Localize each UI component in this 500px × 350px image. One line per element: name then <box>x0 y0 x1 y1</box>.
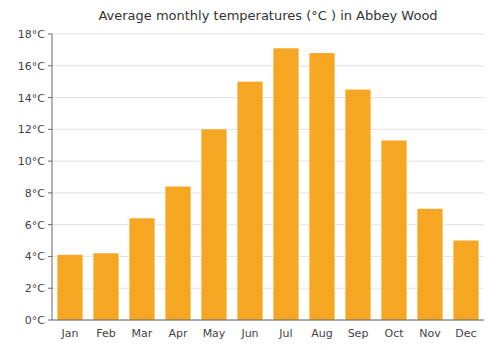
y-tick <box>48 256 52 257</box>
y-tick-label: 14°C <box>18 92 45 105</box>
x-tick-label: Mar <box>132 327 153 340</box>
x-tick-label: Nov <box>419 327 441 340</box>
x-axis-line <box>52 320 484 321</box>
x-tick-label: May <box>203 327 226 340</box>
chart-svg: Average monthly temperatures (°C ) in Ab… <box>0 0 500 350</box>
bar <box>57 255 82 320</box>
y-tick-label: 10°C <box>18 155 45 168</box>
x-tick-label: Oct <box>384 327 404 340</box>
bar <box>165 187 190 320</box>
y-tick <box>48 224 52 225</box>
y-tick <box>48 288 52 289</box>
x-tick-label: Feb <box>96 327 115 340</box>
x-tick-label: Sep <box>348 327 369 340</box>
y-axis-line <box>52 34 53 320</box>
grid <box>48 34 484 320</box>
bar <box>417 209 442 320</box>
y-tick-label: 6°C <box>25 219 45 232</box>
y-tick <box>48 320 52 321</box>
bar <box>237 82 262 320</box>
y-tick-label: 16°C <box>18 60 45 73</box>
x-tick-label: Jun <box>240 327 258 340</box>
x-tick-label: Apr <box>168 327 188 340</box>
x-tick-label: Aug <box>311 327 332 340</box>
y-tick-label: 2°C <box>25 282 45 295</box>
y-tick <box>48 97 52 98</box>
x-tick-label: Jan <box>61 327 79 340</box>
y-tick-label: 0°C <box>25 314 45 327</box>
bar <box>93 253 118 320</box>
title: Average monthly temperatures (°C ) in Ab… <box>98 8 437 23</box>
bar <box>453 241 478 320</box>
y-tick-label: 8°C <box>25 187 45 200</box>
x-tick-label: Dec <box>455 327 476 340</box>
bar <box>273 48 298 320</box>
grid-line <box>52 161 484 162</box>
y-tick-label: 4°C <box>25 250 45 263</box>
grid-line <box>52 129 484 130</box>
bar <box>345 90 370 320</box>
grid-line <box>52 320 484 321</box>
bar <box>309 53 334 320</box>
y-tick <box>48 192 52 193</box>
y-tick <box>48 129 52 130</box>
y-tick-label: 12°C <box>18 123 45 136</box>
grid-line <box>52 34 484 35</box>
grid-line <box>52 192 484 193</box>
y-tick <box>48 65 52 66</box>
bars <box>57 48 478 320</box>
x-tick-label: Jul <box>278 327 292 340</box>
grid-line <box>52 65 484 66</box>
chart-container: Average monthly temperatures (°C ) in Ab… <box>0 0 500 350</box>
y-tick-label: 18°C <box>18 28 45 41</box>
bar <box>201 129 226 320</box>
bar <box>381 140 406 320</box>
y-tick <box>48 34 52 35</box>
bar <box>129 218 154 320</box>
y-tick <box>48 161 52 162</box>
grid-line <box>52 97 484 98</box>
